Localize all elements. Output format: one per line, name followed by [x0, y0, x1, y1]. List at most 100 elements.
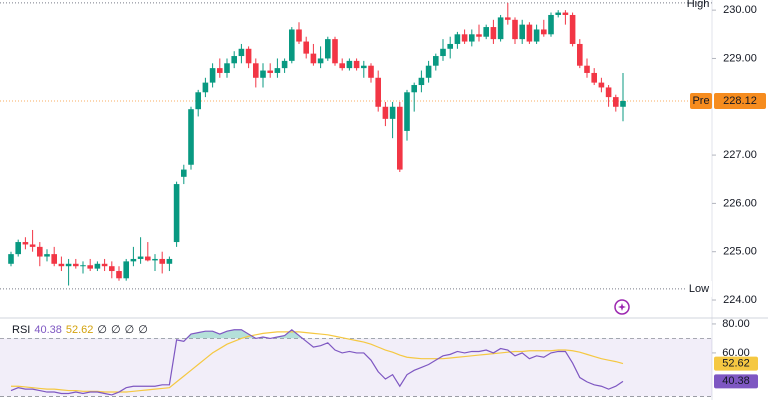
candle-body	[130, 258, 137, 262]
candle-body	[37, 246, 43, 257]
candle-body	[65, 263, 72, 267]
candle-body	[217, 68, 223, 73]
candle-body	[397, 106, 403, 170]
rsi-title: RSI	[12, 324, 30, 336]
candle-body	[533, 29, 540, 42]
candle-body	[389, 106, 396, 119]
candle-body	[195, 92, 201, 110]
candle-body	[339, 63, 345, 69]
candle-body	[166, 258, 173, 264]
candle-body	[260, 70, 266, 78]
candle-body	[562, 12, 569, 15]
y-tick-label: 225.00	[723, 246, 757, 258]
candle-body	[353, 60, 360, 69]
event-icon[interactable]	[614, 299, 630, 315]
candle-body	[245, 48, 252, 64]
candle-body	[368, 65, 374, 78]
candle-body	[361, 65, 367, 69]
candle-body	[569, 14, 576, 44]
candle-body	[22, 242, 29, 245]
candle-body	[461, 34, 468, 42]
candle-body	[418, 77, 425, 86]
candle-body	[80, 265, 86, 267]
rsi-overbought-fill	[186, 329, 303, 339]
candle-body	[181, 169, 187, 177]
rsi-ma-badge	[714, 356, 758, 371]
candle-body	[8, 254, 14, 264]
rsi-legend-extra: ∅	[125, 324, 135, 336]
pre-label: Pre	[692, 95, 709, 107]
candle-body	[267, 70, 273, 73]
candle-body	[598, 82, 605, 88]
pre-price-badge	[714, 92, 766, 109]
candle-body	[433, 56, 439, 66]
candle-body	[490, 27, 497, 40]
y-tick-label: 229.00	[723, 52, 757, 64]
candle-body	[137, 256, 144, 259]
candle-body	[584, 65, 590, 73]
candle-body	[382, 106, 389, 119]
rsi-legend-ma: 52.62	[66, 324, 94, 336]
rsi-legend: RSI 40.38 52.62 ∅ ∅ ∅ ∅	[12, 324, 148, 336]
candle-body	[620, 100, 626, 107]
high-label: High	[687, 0, 710, 10]
candle-body	[497, 17, 504, 40]
low-label: Low	[689, 283, 709, 295]
candle-body	[332, 39, 338, 64]
candle-body	[605, 87, 612, 98]
y-tick-label: 230.00	[723, 4, 757, 16]
candle-body	[346, 60, 353, 69]
candle-body	[310, 53, 317, 64]
rsi-legend-extra: ∅	[111, 324, 121, 336]
candle-body	[526, 24, 533, 42]
rsi-value: 40.38	[722, 375, 750, 387]
candle-body	[101, 263, 108, 267]
candle-body	[253, 63, 259, 78]
rsi-legend-value: 40.38	[34, 324, 62, 336]
candle-body	[51, 254, 57, 264]
candle-body	[281, 60, 288, 69]
candle-body	[224, 63, 230, 73]
rsi-legend-extra: ∅	[138, 324, 148, 336]
candle-body	[512, 19, 518, 40]
candle-body	[109, 266, 115, 272]
candle-body	[325, 39, 331, 59]
candle-body	[548, 14, 554, 35]
rsi-ma-value: 52.62	[722, 358, 750, 370]
candle-body	[173, 184, 180, 243]
pre-badge	[690, 92, 712, 109]
candle-body	[296, 29, 302, 42]
candle-body	[289, 29, 295, 61]
candle-body	[73, 263, 79, 267]
candle-body	[519, 24, 525, 40]
candle-body	[541, 29, 547, 35]
candle-body	[58, 263, 65, 267]
candle-body	[188, 109, 194, 165]
candle-body	[202, 82, 209, 93]
candle-body	[591, 72, 597, 83]
y-tick-label: 224.00	[723, 294, 757, 306]
y-tick-label: 227.00	[723, 149, 757, 161]
rsi-ma-line	[11, 331, 624, 393]
candle-body	[274, 68, 281, 73]
rsi-line	[10, 328, 624, 396]
candle-body	[613, 97, 619, 107]
candle-body	[94, 263, 101, 269]
y-tick-label: 226.00	[723, 197, 757, 209]
candle-body	[159, 258, 165, 264]
candle-body	[152, 258, 158, 261]
candle-body	[87, 265, 93, 269]
candle-body	[15, 242, 21, 255]
candle-body	[440, 48, 446, 57]
candle-body	[505, 17, 511, 20]
candle-body	[577, 43, 583, 66]
candle-body	[44, 254, 50, 257]
pre-price-label: 228.12	[723, 95, 757, 107]
candle-body	[425, 65, 432, 78]
candle-body	[29, 244, 36, 247]
candle-body	[447, 43, 453, 49]
rsi-legend-extra: ∅	[97, 324, 107, 336]
candle-body	[145, 256, 151, 261]
event-icon-star	[618, 303, 626, 311]
